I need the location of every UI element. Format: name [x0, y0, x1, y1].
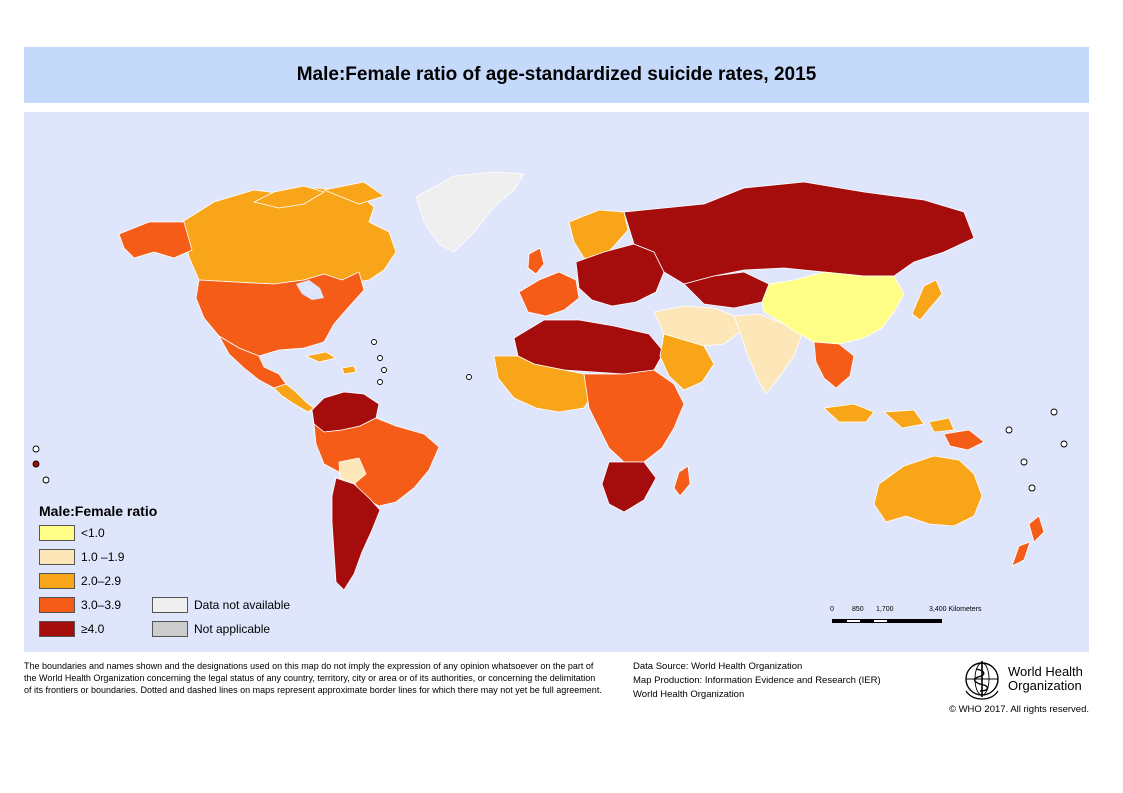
who-name: World Health Organization — [1008, 665, 1083, 693]
region-alaska — [118, 221, 193, 259]
region-russia — [623, 181, 975, 285]
copyright: © WHO 2017. All rights reserved. — [948, 704, 1089, 715]
region-australia — [873, 455, 983, 527]
legend-title: Male:Female ratio — [39, 503, 158, 519]
title-band: Male:Female ratio of age-standardized su… — [24, 47, 1089, 103]
region-usa — [195, 271, 365, 357]
who-name-line1: World Health — [1008, 664, 1083, 679]
legend-swatch — [39, 620, 75, 637]
legend-item-data-not-available: Data not available — [152, 596, 290, 613]
legend-label: Data not available — [194, 597, 291, 612]
region-greenland — [415, 171, 525, 253]
region-central-america — [273, 383, 315, 413]
scale-tick-label: 850 — [852, 606, 864, 613]
region-uk — [527, 247, 545, 275]
region-europe — [575, 243, 665, 307]
legend-label: 3.0–3.9 — [81, 597, 122, 612]
legend-label: Not applicable — [194, 621, 271, 636]
credit-org: World Health Organization — [633, 689, 745, 700]
region-arctic-islands — [253, 181, 385, 209]
legend-item-1-19: 1.0 –1.9 — [39, 548, 124, 565]
legend-swatch — [39, 596, 75, 613]
legend-swatch — [152, 620, 188, 637]
legend-item-ge4: ≥4.0 — [39, 620, 104, 637]
region-brazil — [313, 417, 440, 507]
legend-swatch — [39, 548, 75, 565]
map-production: Map Production: Information Evidence and… — [633, 675, 881, 686]
map-frame: Male:Female ratio <1.0 1.0 –1.9 2.0–2.9 … — [24, 112, 1089, 652]
who-logo: World Health Organization — [960, 657, 1083, 701]
legend-item-lt1: <1.0 — [39, 524, 105, 541]
data-source: Data Source: World Health Organization — [633, 661, 803, 672]
region-madagascar — [673, 465, 691, 497]
region-southeast-asia — [813, 341, 855, 389]
legend-label: 1.0 –1.9 — [81, 549, 125, 564]
region-scandinavia — [568, 209, 629, 261]
region-central-africa — [583, 369, 685, 463]
credits: Data Source: World Health Organization M… — [633, 660, 881, 702]
legend-item-3-39: 3.0–3.9 — [39, 596, 121, 613]
scale-bar: 0 850 1,700 3,400 Kilometers — [830, 606, 992, 636]
legend-swatch — [152, 596, 188, 613]
region-new-zealand — [1011, 515, 1045, 567]
legend-label: <1.0 — [81, 525, 105, 540]
region-caribbean — [305, 351, 357, 375]
who-emblem-icon — [965, 661, 999, 700]
scale-bar-graphic — [832, 619, 942, 623]
legend-swatch — [39, 524, 75, 541]
region-papua — [943, 429, 985, 451]
region-southern-africa — [601, 461, 657, 513]
world-map — [32, 171, 1068, 591]
scale-tick-label: 0 — [830, 606, 834, 613]
region-argentina-chile — [331, 477, 381, 591]
region-china — [761, 271, 905, 345]
region-western-europe — [518, 271, 580, 317]
legend-item-not-applicable: Not applicable — [152, 620, 270, 637]
region-india — [733, 313, 803, 395]
great-lakes — [296, 280, 324, 300]
scale-tick-label: 1,700 — [876, 606, 894, 613]
legend-item-2-29: 2.0–2.9 — [39, 572, 121, 589]
scale-tick-label: 3,400 Kilometers — [929, 606, 982, 613]
legend-swatch — [39, 572, 75, 589]
region-indonesia — [823, 403, 955, 433]
region-bolivia — [338, 457, 367, 485]
legend-label: 2.0–2.9 — [81, 573, 122, 588]
map-title: Male:Female ratio of age-standardized su… — [296, 64, 817, 85]
region-japan — [911, 279, 943, 321]
who-name-line2: Organization — [1008, 678, 1082, 693]
disclaimer: The boundaries and names shown and the d… — [24, 661, 602, 695]
region-arabia — [659, 333, 715, 391]
legend-label: ≥4.0 — [81, 621, 105, 636]
pacific-islands — [32, 339, 1068, 492]
